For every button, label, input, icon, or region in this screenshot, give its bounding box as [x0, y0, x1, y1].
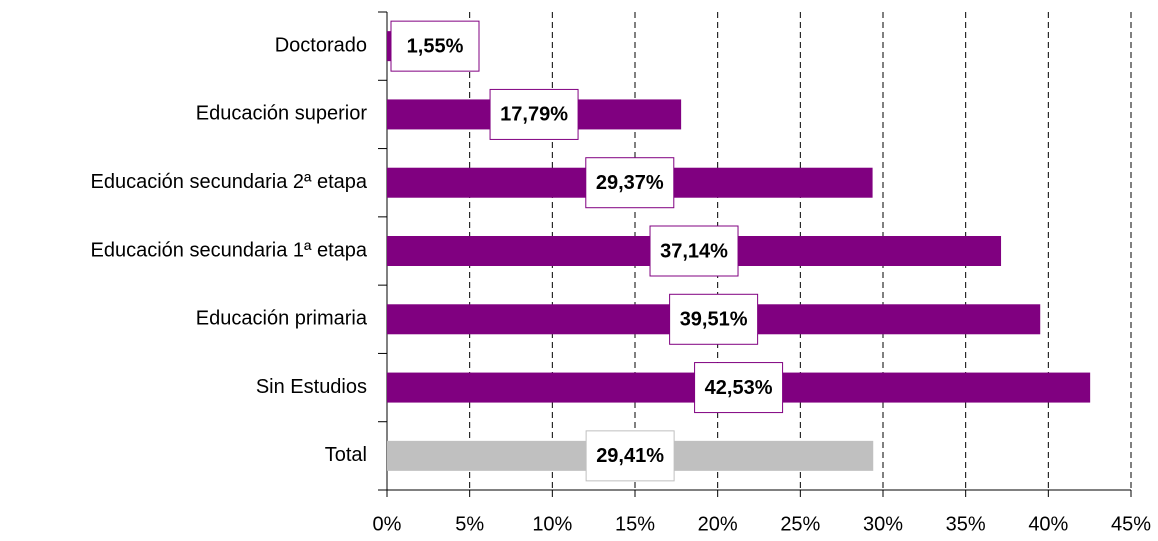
- x-tick-label: 15%: [615, 513, 655, 535]
- y-tick-label: Sin Estudios: [256, 376, 367, 398]
- y-tick-label: Doctorado: [275, 34, 367, 56]
- value-label: 29,41%: [596, 445, 664, 467]
- value-label-box: [489, 88, 579, 140]
- value-label-box: [390, 20, 480, 72]
- x-tick-label: 35%: [946, 513, 986, 535]
- value-label: 42,53%: [705, 377, 773, 399]
- value-label: 39,51%: [680, 309, 748, 331]
- y-tick-label: Educación primaria: [196, 308, 368, 330]
- x-tick-label: 10%: [532, 513, 572, 535]
- value-label-box: [669, 293, 759, 345]
- x-tick-label: 5%: [455, 513, 484, 535]
- y-tick-label: Total: [325, 444, 367, 466]
- x-tick-label: 30%: [863, 513, 903, 535]
- x-tick-label: 25%: [780, 513, 820, 535]
- x-tick-label: 20%: [698, 513, 738, 535]
- x-tick-label: 40%: [1028, 513, 1068, 535]
- value-label-box: [585, 430, 675, 482]
- value-label-box: [585, 157, 675, 209]
- y-tick-label: Educación superior: [196, 103, 368, 125]
- value-label-box: [649, 225, 739, 277]
- value-label: 17,79%: [500, 104, 568, 126]
- value-label: 37,14%: [660, 240, 728, 262]
- x-tick-label: 45%: [1111, 513, 1151, 535]
- x-tick-label: 0%: [373, 513, 402, 535]
- value-label: 1,55%: [407, 35, 464, 57]
- y-tick-label: Educación secundaria 1ª etapa: [91, 239, 368, 261]
- value-label-box: [694, 362, 784, 414]
- value-label: 29,37%: [596, 172, 664, 194]
- y-tick-label: Educación secundaria 2ª etapa: [91, 171, 368, 193]
